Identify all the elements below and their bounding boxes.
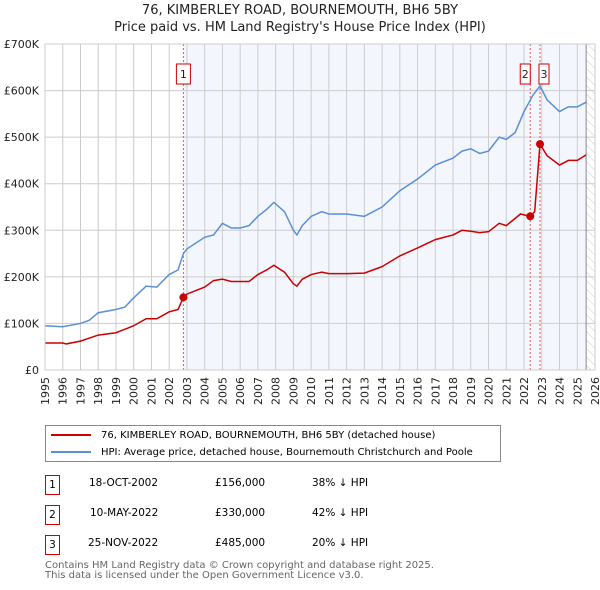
legend-label-property: 76, KIMBERLEY ROAD, BOURNEMOUTH, BH6 5BY…	[101, 429, 436, 441]
y-tick-label: £600K	[4, 85, 40, 98]
chart-subtitle: Price paid vs. HM Land Registry's House …	[114, 20, 486, 35]
x-tick-label: 2002	[163, 377, 176, 405]
y-tick-label: £100K	[4, 317, 40, 330]
y-tick-label: £0	[25, 364, 39, 377]
x-tick-label: 2026	[589, 377, 600, 405]
sale-point	[536, 140, 544, 149]
x-tick-label: 2012	[341, 377, 354, 405]
sale-point	[526, 212, 535, 221]
sale-label-box	[519, 63, 531, 85]
x-tick-label: 2021	[500, 377, 513, 405]
sale-point	[179, 293, 188, 302]
sale-label: 3	[541, 68, 548, 81]
sale-price: £485,000	[215, 537, 266, 549]
x-tick-label: 1997	[74, 377, 87, 405]
x-tick-label: 2003	[181, 377, 194, 405]
shaded-period	[183, 44, 587, 370]
sale-number: 2	[45, 505, 60, 525]
property-price-line	[45, 141, 587, 345]
x-tick-label: 2013	[358, 377, 371, 405]
x-tick-label: 2009	[287, 377, 300, 405]
sale-hpi-diff: 42% ↓ HPI	[312, 507, 369, 519]
y-tick-label: £300K	[4, 224, 40, 237]
y-tick-label: £700K	[4, 38, 40, 51]
x-tick-label: 2007	[252, 377, 265, 405]
sale-number: 3	[45, 535, 60, 555]
x-tick-label: 2015	[394, 377, 407, 405]
y-tick-label: £400K	[4, 178, 40, 191]
x-tick-label: 2008	[270, 377, 283, 405]
sale-label: 1	[180, 68, 187, 81]
plot-border	[44, 43, 596, 371]
legend-swatch-hpi	[51, 451, 91, 453]
x-tick-label: 2001	[145, 377, 158, 405]
chart-title: 76, KIMBERLEY ROAD, BOURNEMOUTH, BH6 5BY	[141, 3, 459, 18]
legend-swatch-property	[51, 434, 91, 436]
legend: 76, KIMBERLEY ROAD, BOURNEMOUTH, BH6 5BY…	[45, 425, 501, 462]
x-tick-label: 1999	[110, 377, 123, 405]
legend-label-hpi: HPI: Average price, detached house, Bour…	[101, 446, 473, 458]
sale-date: 10-MAY-2022	[90, 507, 159, 519]
x-tick-label: 2004	[199, 377, 212, 405]
sale-date: 25-NOV-2022	[88, 537, 159, 549]
plot-area: 1995 1996 1997 1998 1999 2000 2001 2002 2003 2004…	[4, 38, 600, 405]
future-hatch	[586, 44, 595, 370]
hpi-line	[44, 84, 587, 328]
footer: Contains HM Land Registry data © Crown c…	[45, 561, 434, 581]
x-tick-label: 2019	[465, 377, 478, 405]
sale-label-box	[175, 63, 191, 85]
x-tick-label: 2020	[483, 377, 496, 405]
sale-hpi-diff: 20% ↓ HPI	[312, 537, 369, 549]
sale-label: 2	[522, 68, 529, 81]
sale-number: 1	[45, 475, 60, 495]
x-tick-label: 2023	[536, 377, 549, 405]
sale-date: 18-OCT-2002	[89, 477, 158, 489]
x-tick-label: 1996	[57, 377, 70, 405]
sale-price: £330,000	[215, 507, 266, 519]
x-tick-label: 2010	[305, 377, 318, 405]
x-tick-label: 2014	[376, 377, 389, 405]
x-tick-label: 2022	[518, 377, 531, 405]
sale-price: £156,000	[215, 477, 266, 489]
y-tick-label: £500K	[4, 131, 40, 144]
sale-label-box	[538, 63, 550, 85]
footer-copyright: Contains HM Land Registry data © Crown c…	[45, 560, 434, 571]
y-tick-label: £200K	[4, 271, 40, 284]
x-tick-label: 1995	[39, 377, 52, 405]
x-tick-label: 2018	[447, 377, 460, 405]
x-tick-label: 2000	[128, 377, 141, 405]
x-tick-label: 2025	[571, 377, 584, 405]
x-tick-label: 2024	[554, 377, 567, 405]
x-tick-label: 2006	[234, 377, 247, 405]
x-tick-label: 1998	[92, 377, 105, 405]
sale-hpi-diff: 38% ↓ HPI	[312, 477, 369, 489]
x-tick-label: 2017	[429, 377, 442, 405]
footer-licence: This data is licensed under the Open Gov…	[45, 570, 364, 581]
x-tick-label: 2005	[216, 377, 229, 405]
x-tick-label: 2011	[323, 377, 336, 405]
x-tick-label: 2016	[412, 377, 425, 405]
